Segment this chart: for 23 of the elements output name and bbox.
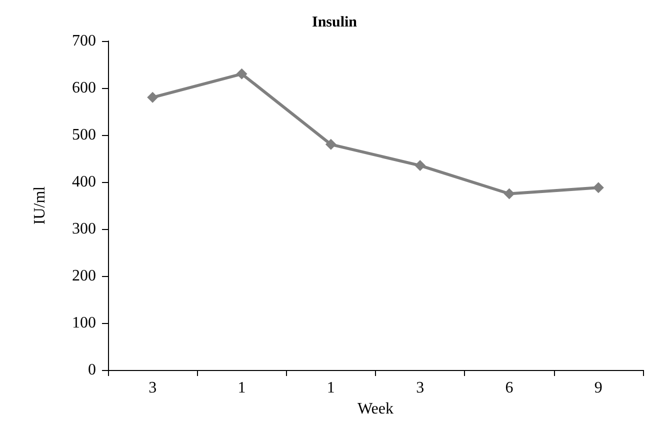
point: [592, 182, 604, 194]
x-tick-label: 3: [416, 380, 424, 396]
chart-title: Insulin: [312, 14, 358, 30]
y-tick-label: 400: [72, 174, 96, 190]
y-tick-label: 600: [72, 80, 96, 96]
point: [147, 92, 158, 103]
x-tick-label: 3: [148, 380, 157, 396]
point: [236, 68, 248, 80]
y-axis-title: IU/ml: [32, 186, 48, 225]
y-tick-label: 0: [88, 362, 96, 378]
point: [325, 138, 336, 150]
y-tick-label: 100: [72, 314, 96, 332]
y-tick-label: 500: [72, 126, 96, 144]
x-tick-label: 1: [326, 380, 335, 396]
point: [504, 188, 515, 200]
y-tick-label: 300: [72, 220, 96, 238]
y-tick-label: 700: [72, 32, 96, 50]
x-axis-title: Week: [357, 400, 394, 418]
y-tick-label: 200: [72, 268, 96, 284]
x-tick-label: 6: [505, 380, 514, 396]
x-tick-label: 1: [238, 380, 246, 396]
point: [414, 160, 426, 172]
x-tick-label: 9: [594, 380, 602, 396]
